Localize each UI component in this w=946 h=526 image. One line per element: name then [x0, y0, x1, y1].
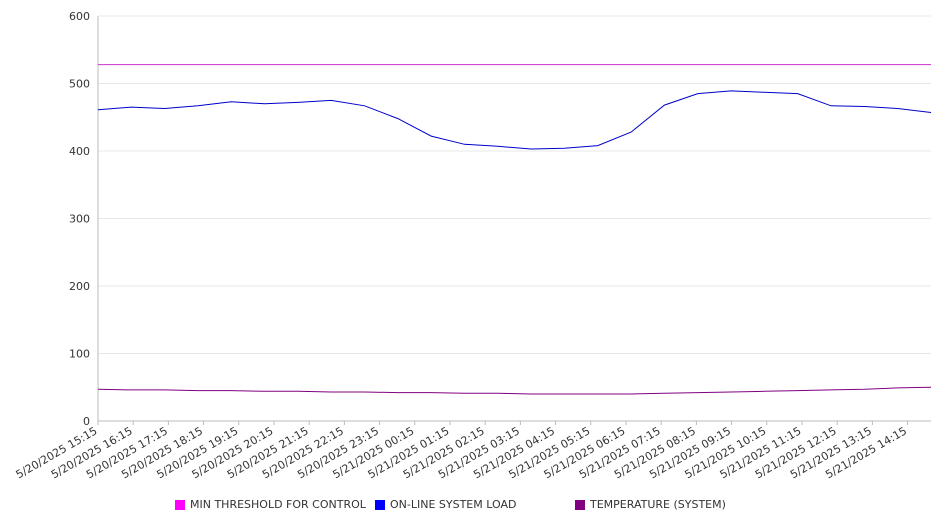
- legend-item-temperature: TEMPERATURE (SYSTEM): [575, 498, 726, 511]
- y-tick-label: 100: [69, 348, 90, 361]
- y-tick-label: 0: [83, 415, 90, 428]
- series-line-2: [97, 386, 932, 395]
- y-tick-labels: 0 100 200 300 400 500 600: [69, 10, 90, 428]
- legend-swatch: [575, 499, 585, 510]
- series-line-1: [97, 90, 932, 150]
- legend: MIN THRESHOLD FOR CONTROL ON-LINE SYSTEM…: [0, 498, 946, 518]
- legend-label: MIN THRESHOLD FOR CONTROL: [190, 498, 366, 511]
- y-tick-label: 300: [69, 213, 90, 226]
- grid-lines: [98, 15, 931, 354]
- y-tick-label: 200: [69, 280, 90, 293]
- legend-label: ON-LINE SYSTEM LOAD: [390, 498, 517, 511]
- legend-swatch: [175, 499, 185, 510]
- legend-item-system-load: ON-LINE SYSTEM LOAD: [375, 498, 516, 511]
- series-lines: [97, 64, 932, 395]
- y-tick-label: 400: [69, 145, 90, 158]
- y-tick-label: 500: [69, 78, 90, 91]
- y-tick-label: 600: [69, 10, 90, 23]
- x-tick-labels: 5/20/2025 15:155/20/2025 16:155/20/2025 …: [14, 424, 909, 481]
- axes: [97, 16, 931, 425]
- legend-swatch: [375, 499, 385, 510]
- legend-label: TEMPERATURE (SYSTEM): [590, 498, 726, 511]
- legend-item-min-threshold: MIN THRESHOLD FOR CONTROL: [175, 498, 366, 511]
